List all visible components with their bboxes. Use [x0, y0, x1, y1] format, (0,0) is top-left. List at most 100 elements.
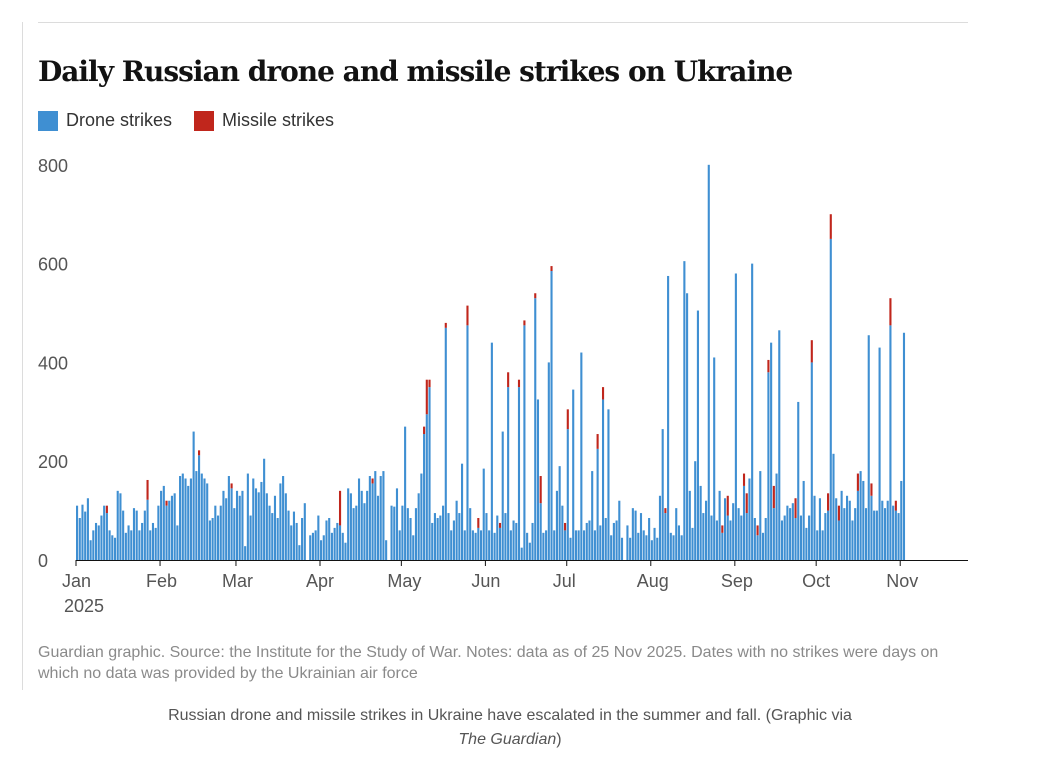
- drone-bar: [845, 495, 849, 560]
- x-tick-label: Jun: [471, 571, 500, 591]
- drone-bar: [835, 498, 838, 560]
- drone-bar: [225, 498, 228, 560]
- drone-bar: [200, 473, 203, 560]
- drone-bar: [111, 535, 114, 560]
- drone-bar: [252, 478, 255, 560]
- drone-bar: [157, 505, 160, 560]
- drone-bar: [501, 431, 504, 560]
- drone-bar: [764, 518, 767, 560]
- drone-bar: [352, 508, 355, 560]
- legend-label-drone: Drone strikes: [66, 110, 173, 130]
- drone-bar: [116, 490, 119, 560]
- figure-caption: Russian drone and missile strikes in Ukr…: [160, 704, 860, 752]
- drone-bar: [791, 503, 794, 560]
- drone-bar: [772, 508, 775, 560]
- drone-bar: [322, 535, 325, 560]
- missile-bar: [742, 473, 746, 486]
- x-tick-label: Feb: [146, 571, 177, 591]
- drone-bar: [664, 513, 667, 560]
- missile-bar: [829, 214, 832, 239]
- drone-bar: [249, 515, 252, 560]
- drone-bar: [238, 495, 241, 560]
- missile-bar: [772, 485, 775, 509]
- drone-bar: [154, 527, 157, 560]
- drone-bar: [572, 389, 575, 560]
- drone-bar: [517, 387, 521, 560]
- drone-bar: [100, 515, 103, 560]
- missile-bar: [837, 505, 840, 521]
- drone-bar: [479, 530, 483, 560]
- drone-bar: [195, 471, 198, 560]
- drone-bar: [311, 532, 314, 560]
- drone-bar: [870, 495, 873, 560]
- drone-bar: [653, 527, 656, 560]
- drone-bar: [173, 493, 176, 560]
- drone-bar: [198, 455, 201, 560]
- drone-bar: [433, 513, 436, 560]
- drone-bar: [130, 530, 133, 560]
- drone-bar: [753, 518, 756, 560]
- missile-bar: [523, 320, 526, 326]
- missile-bar: [856, 473, 859, 491]
- drone-bar: [688, 490, 691, 560]
- drone-bar: [276, 518, 279, 560]
- drone-bar: [531, 522, 534, 560]
- drone-bar: [827, 510, 830, 560]
- drone-bar: [620, 537, 624, 560]
- drone-bar: [265, 493, 268, 560]
- drone-bar: [745, 513, 748, 560]
- missile-bar: [539, 476, 542, 504]
- drone-bar: [127, 525, 130, 560]
- drone-bar: [206, 483, 209, 560]
- drone-bar: [376, 495, 380, 560]
- missile-bar: [105, 505, 108, 514]
- drone-bar: [748, 478, 751, 560]
- drone-bar: [607, 409, 610, 560]
- missile-bar: [756, 525, 759, 536]
- drone-bar: [867, 335, 870, 560]
- drone-bar: [404, 426, 407, 560]
- drone-bar: [254, 488, 258, 560]
- x-tick-label: Aug: [637, 571, 669, 591]
- drone-bar: [702, 513, 705, 560]
- chart-title: Daily Russian drone and missile strikes …: [38, 54, 793, 88]
- drone-bar: [634, 510, 637, 560]
- drone-bar: [677, 525, 681, 560]
- drone-bar: [737, 508, 740, 560]
- drone-bar: [593, 530, 596, 560]
- drone-bar: [523, 325, 526, 560]
- bar-chart: 0 200 400 600 800 Jan Feb Mar Apr May Jun Jul Aug Sep…: [38, 156, 968, 616]
- drone-bar: [317, 515, 320, 560]
- missile-bar: [721, 525, 724, 533]
- drone-bar: [119, 493, 122, 560]
- drone-bar: [341, 532, 344, 560]
- x-year-label: 2025: [64, 596, 104, 616]
- drone-bar: [417, 493, 420, 560]
- drone-bar: [366, 490, 369, 560]
- drone-bar: [699, 485, 702, 560]
- drone-bar: [854, 508, 857, 560]
- missile-bar: [165, 500, 168, 506]
- drone-bar: [723, 498, 727, 560]
- drone-bar: [309, 535, 312, 560]
- drone-bar: [658, 495, 662, 560]
- legend-item-drone: Drone strikes: [38, 110, 172, 131]
- drone-bar: [824, 513, 827, 560]
- drone-bar: [832, 453, 835, 560]
- missile-bar: [425, 379, 428, 415]
- drone-bar: [301, 518, 304, 560]
- missile-bar: [664, 508, 667, 514]
- y-tick-label: 400: [38, 353, 68, 373]
- missile-bar: [230, 483, 233, 489]
- drone-bar: [808, 515, 811, 560]
- drone-bar: [168, 500, 171, 560]
- missile-bar: [810, 340, 813, 363]
- drone-bar: [680, 535, 683, 560]
- x-tick-label: Mar: [222, 571, 253, 591]
- drone-bar: [94, 522, 98, 560]
- drone-bar: [512, 520, 515, 560]
- drone-bar: [162, 485, 165, 560]
- drone-bar: [363, 503, 366, 560]
- x-tick-label: Jul: [553, 571, 576, 591]
- drone-bar: [615, 520, 618, 560]
